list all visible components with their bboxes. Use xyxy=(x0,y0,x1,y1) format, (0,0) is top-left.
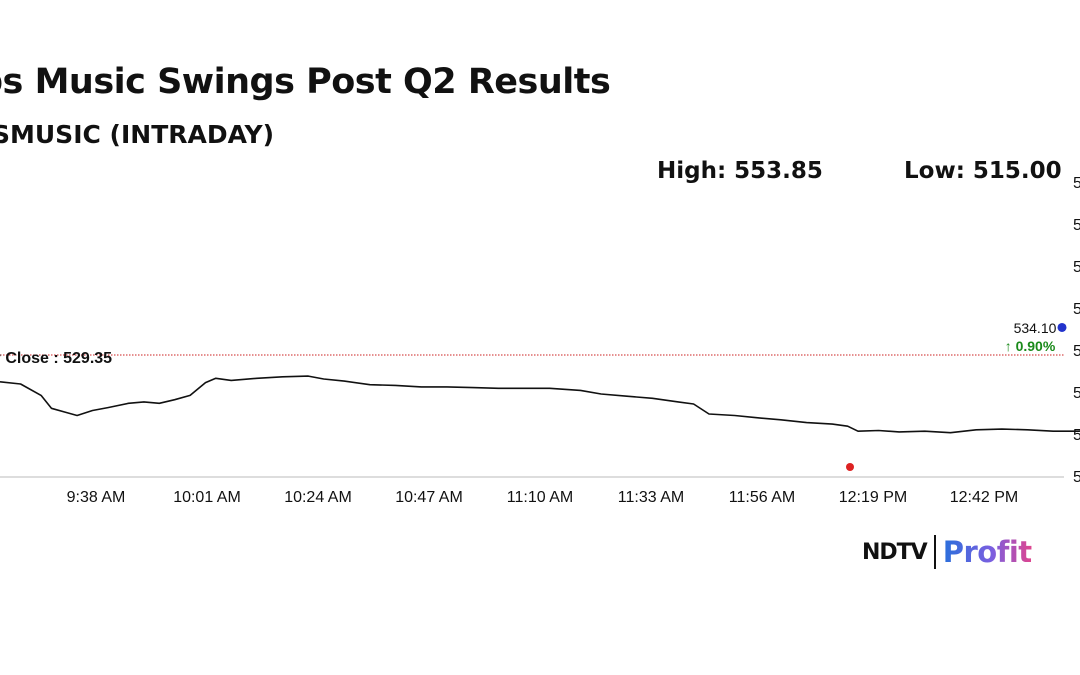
logo-divider xyxy=(933,535,936,569)
y-axis-ticks: 5 5 5 5 5 5 5 5 xyxy=(1073,175,1080,486)
day-low-label: Low: 515.00 xyxy=(904,158,1062,184)
x-tick-label: 12:19 PM xyxy=(839,489,907,506)
price-series-line xyxy=(0,375,1080,434)
last-price-marker xyxy=(1057,322,1067,332)
ndtv-wordmark: NDTV xyxy=(862,539,928,565)
y-tick-label: 5 xyxy=(1073,469,1080,486)
x-tick-label: 10:01 AM xyxy=(173,489,241,506)
y-tick-label: 5 xyxy=(1073,259,1080,276)
x-tick-label: 10:47 AM xyxy=(395,489,463,506)
y-tick-label: 5 xyxy=(1073,217,1080,234)
profit-wordmark: Profit xyxy=(942,535,1032,569)
low-marker xyxy=(846,463,854,471)
y-tick-label: 5 xyxy=(1073,427,1080,444)
y-tick-label: 5 xyxy=(1073,385,1080,402)
prev-close-label: v Close : 529.35 xyxy=(0,350,112,367)
x-tick-label: 10:24 AM xyxy=(284,489,352,506)
x-tick-label: 11:10 AM xyxy=(507,489,573,506)
ndtv-profit-logo: NDTV Profit xyxy=(862,534,1032,570)
x-tick-label: 11:56 AM xyxy=(729,489,795,506)
x-tick-label: 11:33 AM xyxy=(618,489,684,506)
chart-title: ps Music Swings Post Q2 Results xyxy=(0,62,611,102)
x-tick-label: 9:38 AM xyxy=(67,489,126,506)
x-tick-label: 12:42 PM xyxy=(950,489,1018,506)
change-percent-label: ↑ 0.90% xyxy=(1005,338,1056,354)
day-high-label: High: 553.85 xyxy=(657,158,823,184)
chart-subtitle: SMUSIC (INTRADAY) xyxy=(0,120,275,149)
y-tick-label: 5 xyxy=(1073,175,1080,192)
y-tick-label: 5 xyxy=(1073,343,1080,360)
last-price-label: 534.10 xyxy=(1014,320,1057,336)
y-tick-label: 5 xyxy=(1073,301,1080,318)
